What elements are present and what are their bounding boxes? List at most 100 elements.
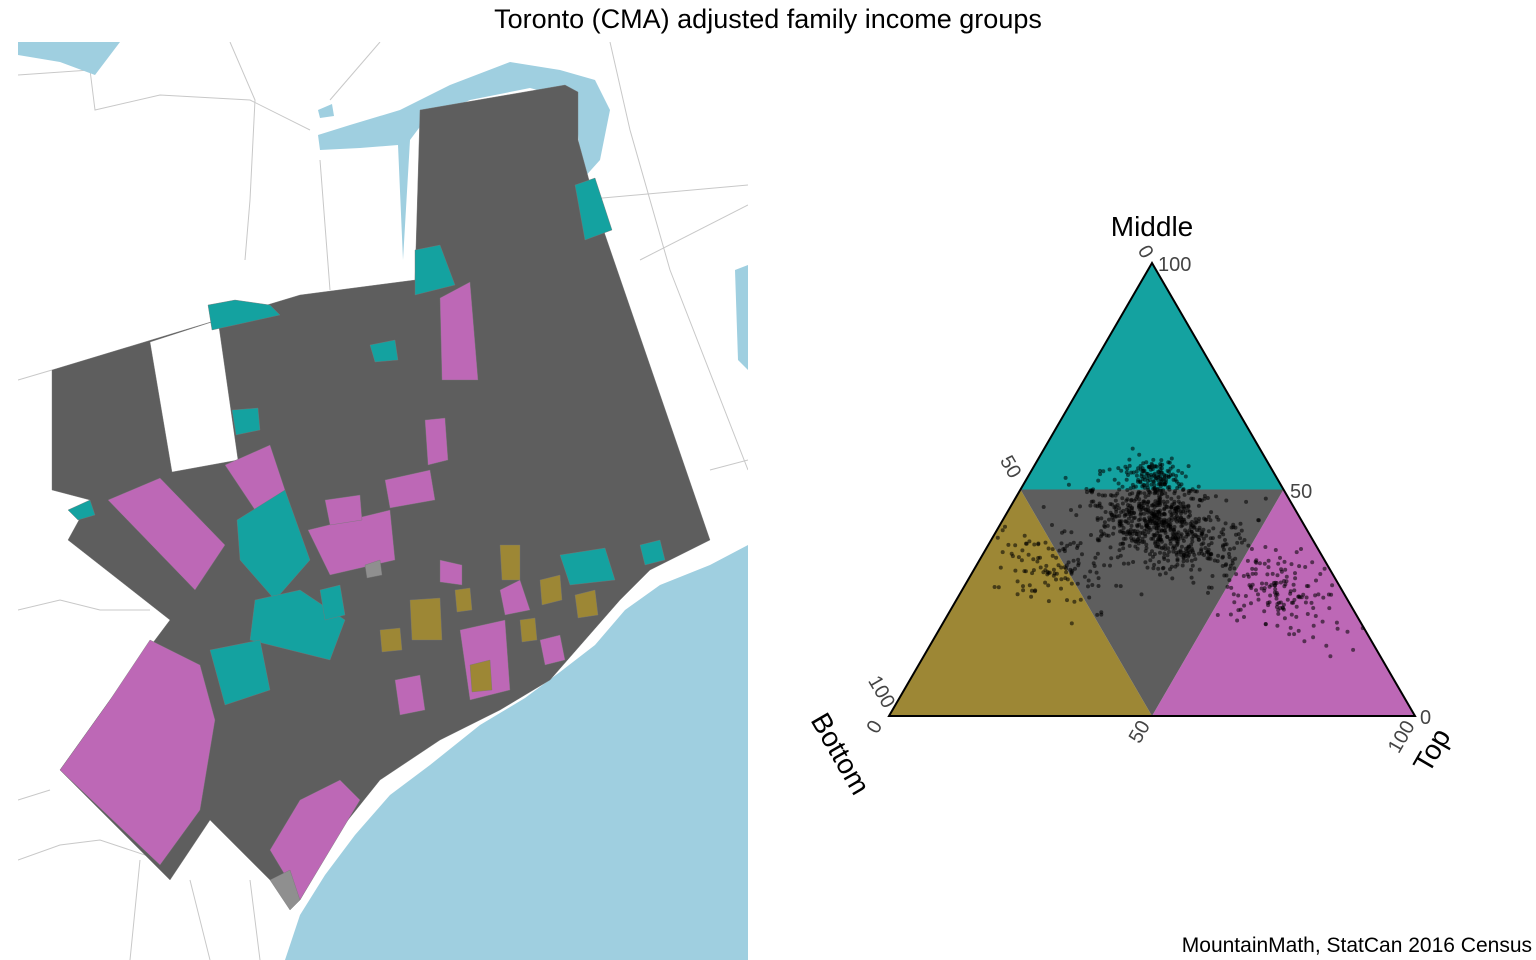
data-point: [1074, 513, 1079, 518]
data-point: [1320, 619, 1325, 624]
data-point: [1089, 490, 1094, 495]
cma-bottom-areas: [379, 544, 599, 693]
data-point: [1316, 592, 1321, 597]
data-point: [1167, 537, 1172, 541]
data-point: [1244, 499, 1249, 504]
data-point: [1046, 583, 1051, 588]
data-point: [1254, 588, 1258, 593]
data-point: [1232, 600, 1237, 605]
data-point: [1043, 580, 1048, 585]
data-point: [1134, 532, 1139, 536]
data-point: [1162, 517, 1167, 522]
data-point: [1297, 564, 1302, 569]
data-point: [1204, 550, 1209, 555]
data-point: [1231, 592, 1236, 597]
data-point: [1129, 510, 1134, 515]
data-point: [1096, 576, 1101, 581]
data-point: [1185, 508, 1190, 513]
data-point: [1227, 555, 1232, 560]
data-point: [1130, 446, 1135, 451]
data-point: [1180, 471, 1185, 475]
data-point: [1125, 488, 1130, 492]
data-point: [1166, 558, 1171, 563]
data-point: [1108, 545, 1113, 550]
data-point: [1119, 529, 1124, 534]
data-point: [1107, 467, 1112, 472]
data-point: [1146, 530, 1151, 535]
data-point: [1159, 466, 1164, 471]
data-point: [1098, 468, 1102, 473]
data-point: [1165, 494, 1170, 499]
data-point: [1174, 479, 1179, 484]
data-point: [1215, 613, 1220, 617]
data-point: [1282, 559, 1287, 564]
data-point: [1288, 625, 1293, 630]
data-point: [1330, 583, 1335, 588]
data-point: [1169, 505, 1174, 510]
data-point: [1154, 476, 1159, 481]
data-point: [1292, 588, 1297, 593]
data-point: [1006, 542, 1011, 547]
data-point: [1128, 503, 1133, 508]
data-point: [1031, 557, 1036, 562]
data-point: [1176, 495, 1181, 500]
data-point: [1148, 490, 1153, 495]
data-point: [1160, 492, 1164, 496]
data-point: [1303, 565, 1308, 569]
data-point: [1324, 643, 1329, 648]
data-point: [1160, 482, 1165, 487]
data-point: [1149, 461, 1154, 466]
data-point: [1199, 542, 1204, 547]
data-point: [1032, 542, 1037, 547]
data-point: [1142, 539, 1147, 544]
data-point: [1144, 546, 1149, 550]
data-point: [1236, 593, 1241, 598]
data-point: [1124, 519, 1129, 524]
data-point: [1222, 547, 1226, 552]
data-point: [1050, 553, 1055, 558]
data-point: [1174, 550, 1179, 555]
data-point: [1241, 574, 1246, 578]
data-point: [1180, 563, 1185, 568]
data-point: [1021, 584, 1025, 589]
data-point: [1253, 559, 1258, 564]
data-point: [1278, 555, 1282, 560]
data-point: [1200, 531, 1205, 536]
data-point: [1121, 536, 1126, 541]
data-point: [1127, 492, 1132, 497]
data-point: [1129, 470, 1134, 475]
data-point: [1283, 567, 1288, 572]
data-point: [1262, 609, 1267, 614]
data-point: [1152, 471, 1157, 476]
data-point: [1188, 513, 1192, 518]
data-point: [1106, 533, 1111, 538]
data-point: [1228, 612, 1233, 617]
data-point: [1221, 554, 1225, 559]
data-point: [1064, 570, 1069, 575]
data-point: [1036, 542, 1041, 547]
data-point: [1108, 563, 1112, 568]
data-point: [1160, 566, 1165, 571]
data-point: [1313, 593, 1318, 598]
data-point: [1174, 473, 1179, 478]
data-point: [1143, 532, 1147, 537]
data-point: [1111, 531, 1116, 536]
data-point: [1334, 620, 1339, 625]
data-point: [1186, 464, 1191, 469]
data-point: [1056, 563, 1061, 568]
data-point: [1176, 468, 1181, 473]
data-point: [1172, 515, 1177, 520]
data-point: [1250, 566, 1255, 571]
data-point: [1154, 526, 1159, 531]
data-point: [1178, 501, 1183, 506]
data-point: [1294, 614, 1299, 619]
data-point: [1238, 521, 1243, 526]
data-point: [1158, 495, 1163, 500]
data-point: [1190, 539, 1195, 544]
data-point: [1121, 508, 1126, 513]
data-point: [1059, 586, 1063, 591]
data-point: [1145, 485, 1150, 490]
data-point: [1292, 632, 1297, 637]
data-point: [1183, 554, 1188, 558]
data-point: [1335, 626, 1340, 631]
